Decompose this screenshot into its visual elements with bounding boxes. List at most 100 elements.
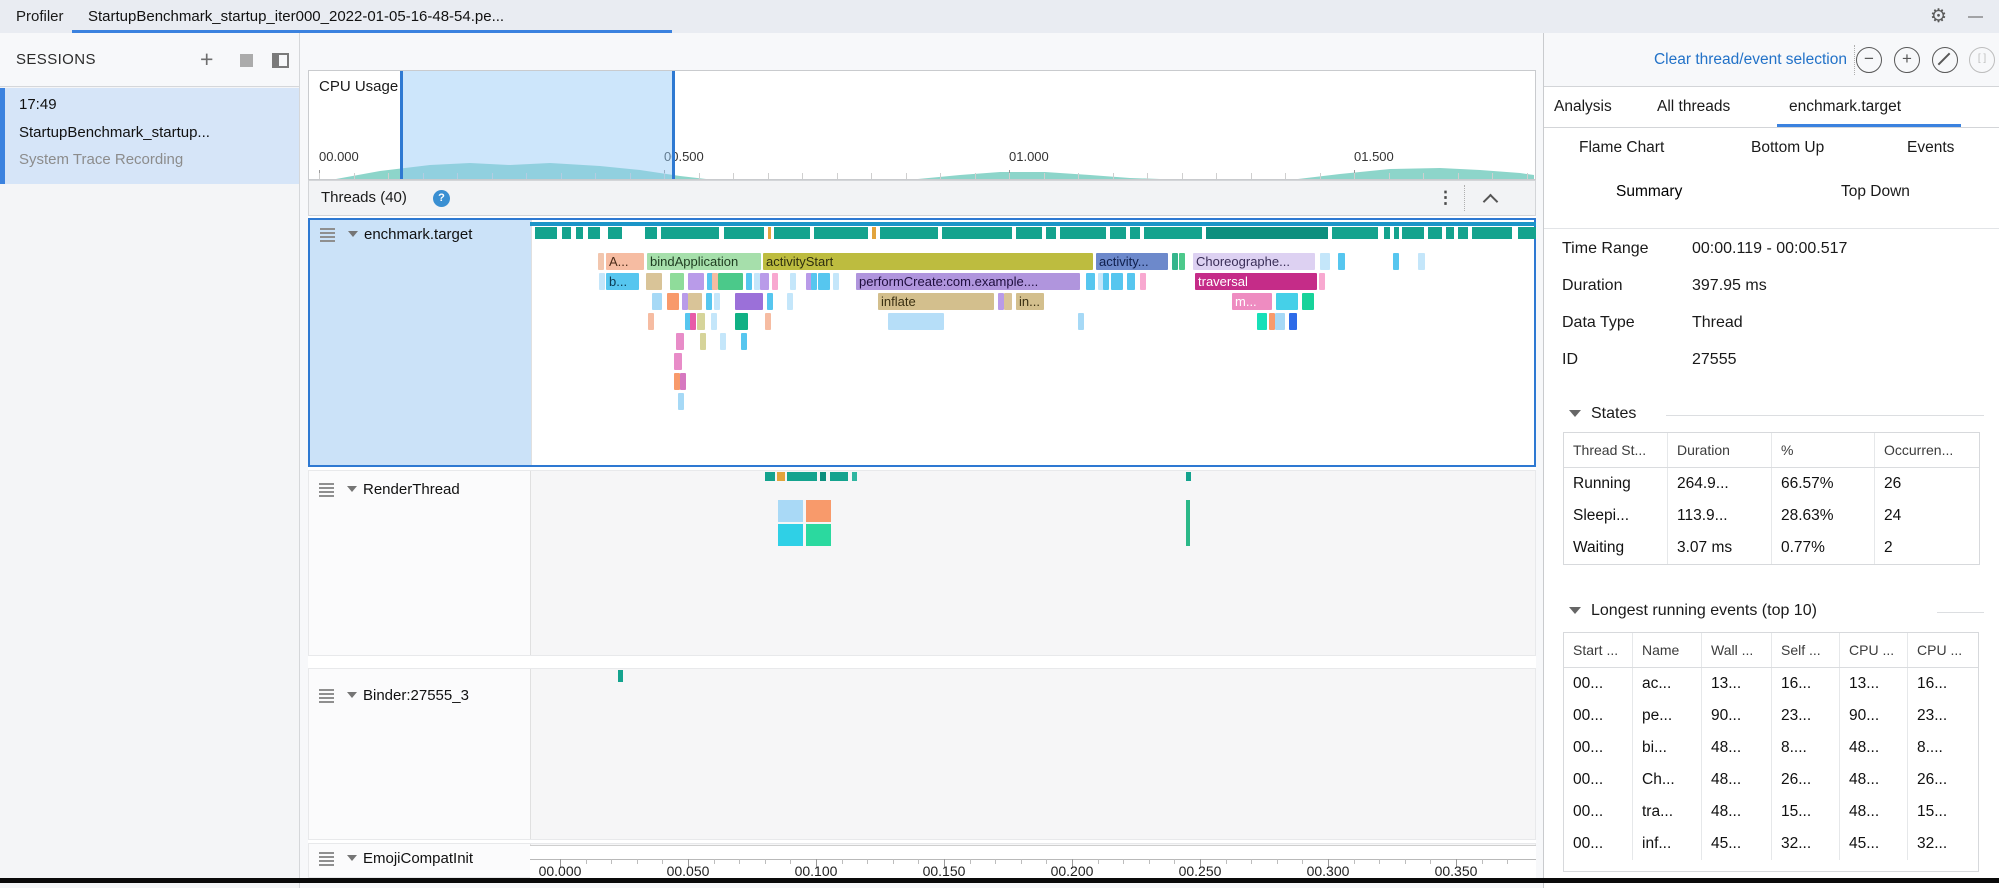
trace-span[interactable] [707, 273, 713, 290]
tab-analysis[interactable]: Analysis [1554, 98, 1612, 115]
trace-span[interactable] [688, 293, 702, 310]
trace-span[interactable] [1179, 253, 1185, 270]
view-tab-flame-chart[interactable]: Flame Chart [1579, 139, 1665, 156]
view-tab-top-down[interactable]: Top Down [1841, 183, 1910, 200]
table-row[interactable]: Waiting 3.07 ms 0.77% 2 [1564, 532, 1979, 564]
renderthread-trace-block[interactable] [1186, 500, 1190, 546]
trace-span[interactable] [700, 333, 706, 350]
trace-span[interactable] [806, 273, 812, 290]
trace-span[interactable] [1127, 273, 1135, 290]
trace-span[interactable]: A... [606, 253, 644, 270]
trace-span[interactable] [688, 273, 704, 290]
trace-span[interactable] [682, 293, 688, 310]
trace-span[interactable]: bindApplication [647, 253, 761, 270]
trace-span[interactable] [754, 273, 760, 290]
trace-span[interactable] [1086, 273, 1095, 290]
add-session-icon[interactable]: + [200, 46, 214, 72]
thread-label[interactable]: enchmark.target [310, 220, 532, 465]
trace-span[interactable] [772, 273, 778, 290]
trace-span[interactable] [1172, 253, 1178, 270]
profiler-menu-label[interactable]: Profiler [16, 8, 64, 25]
stop-recording-icon[interactable] [240, 54, 253, 67]
trace-span[interactable] [674, 373, 680, 390]
minimize-icon[interactable]: — [1968, 8, 1983, 25]
trace-span[interactable] [670, 273, 684, 290]
trace-span[interactable]: b... [606, 273, 639, 290]
view-tab-events[interactable]: Events [1907, 139, 1955, 156]
expand-thread-icon[interactable] [348, 231, 358, 237]
binder-trace-mark[interactable] [618, 670, 623, 682]
trace-span[interactable] [760, 273, 769, 290]
trace-span[interactable] [1111, 273, 1123, 290]
trace-span[interactable] [712, 273, 718, 290]
trace-span[interactable] [678, 393, 684, 410]
drag-handle-icon[interactable] [319, 483, 334, 497]
trace-span[interactable] [714, 293, 720, 310]
collapse-sessions-panel-icon[interactable] [272, 53, 289, 68]
renderthread-trace-block[interactable] [806, 524, 831, 546]
trace-span[interactable]: in... [1016, 293, 1044, 310]
clear-selection-link[interactable]: Clear thread/event selection [1653, 51, 1847, 68]
thread-track[interactable] [531, 669, 1535, 839]
trace-span[interactable]: m... [1232, 293, 1272, 310]
trace-span[interactable] [667, 293, 679, 310]
trace-span[interactable]: traversal [1195, 273, 1317, 290]
trace-span[interactable] [697, 313, 705, 330]
trace-span[interactable] [1289, 313, 1297, 330]
thread-row-renderthread[interactable]: RenderThread [308, 470, 1536, 656]
renderthread-trace-block[interactable] [806, 500, 831, 522]
thread-label[interactable]: EmojiCompatInit [309, 844, 531, 877]
view-tab-summary[interactable]: Summary [1616, 183, 1683, 200]
trace-span[interactable] [1004, 293, 1012, 310]
table-header-cell[interactable]: Duration [1668, 433, 1772, 467]
table-header-cell[interactable]: % [1772, 433, 1875, 467]
trace-span[interactable]: activity... [1096, 253, 1168, 270]
table-row[interactable]: 00... tra... 48... 15... 48... 15... [1564, 796, 1978, 828]
trace-span[interactable] [1319, 273, 1325, 290]
settings-gear-icon[interactable]: ⚙ [1930, 6, 1948, 27]
more-options-icon[interactable]: ⋮ [1437, 188, 1454, 207]
table-header-cell[interactable]: Thread St... [1564, 433, 1668, 467]
trace-span[interactable] [680, 373, 686, 390]
trace-span[interactable] [685, 313, 691, 330]
trace-span[interactable] [787, 293, 793, 310]
thread-track[interactable] [531, 471, 1535, 655]
table-row[interactable]: 00... Ch... 48... 26... 48... 26... [1564, 764, 1978, 796]
trace-span[interactable] [674, 353, 682, 370]
thread-label[interactable]: Binder:27555_3 [309, 669, 531, 839]
trace-span[interactable] [1257, 313, 1267, 330]
trace-span[interactable] [833, 273, 839, 290]
trace-span[interactable] [1338, 253, 1345, 270]
trace-span[interactable]: Choreographe... [1193, 253, 1315, 270]
drag-handle-icon[interactable] [319, 852, 334, 866]
drag-handle-icon[interactable] [320, 228, 335, 242]
trace-span[interactable] [888, 313, 944, 330]
table-row[interactable]: 00... bi... 48... 8.... 48... 8.... [1564, 732, 1978, 764]
help-icon[interactable]: ? [433, 190, 450, 207]
trace-span[interactable] [1418, 253, 1425, 270]
view-tab-bottom-up[interactable]: Bottom Up [1751, 139, 1825, 156]
trace-span[interactable] [998, 293, 1004, 310]
table-header-cell[interactable]: CPU ... [1917, 642, 1963, 658]
expand-thread-icon[interactable] [347, 692, 357, 698]
trace-span[interactable] [706, 293, 712, 310]
table-row[interactable]: Running 264.9... 66.57% 26 [1564, 468, 1979, 500]
trace-span[interactable] [646, 273, 662, 290]
trace-span[interactable] [818, 273, 830, 290]
table-header-cell[interactable]: CPU ... [1840, 633, 1908, 667]
zoom-to-selection-icon[interactable] [1932, 47, 1958, 73]
table-header-cell[interactable]: Occurren... [1884, 442, 1954, 458]
trace-span[interactable] [790, 273, 796, 290]
trace-span[interactable] [676, 333, 684, 350]
zoom-in-icon[interactable]: + [1894, 47, 1920, 73]
renderthread-trace-block[interactable] [778, 500, 803, 522]
trace-span[interactable] [765, 313, 771, 330]
expand-thread-icon[interactable] [347, 855, 357, 861]
trace-span[interactable] [735, 293, 763, 310]
trace-span[interactable] [1302, 293, 1314, 310]
trace-span[interactable] [735, 313, 748, 330]
collapse-section-icon[interactable] [1569, 607, 1581, 614]
tab-enchmark-target[interactable]: enchmark.target [1789, 98, 1901, 115]
timeline-selection-range[interactable] [400, 71, 675, 179]
trace-span[interactable] [652, 293, 662, 310]
